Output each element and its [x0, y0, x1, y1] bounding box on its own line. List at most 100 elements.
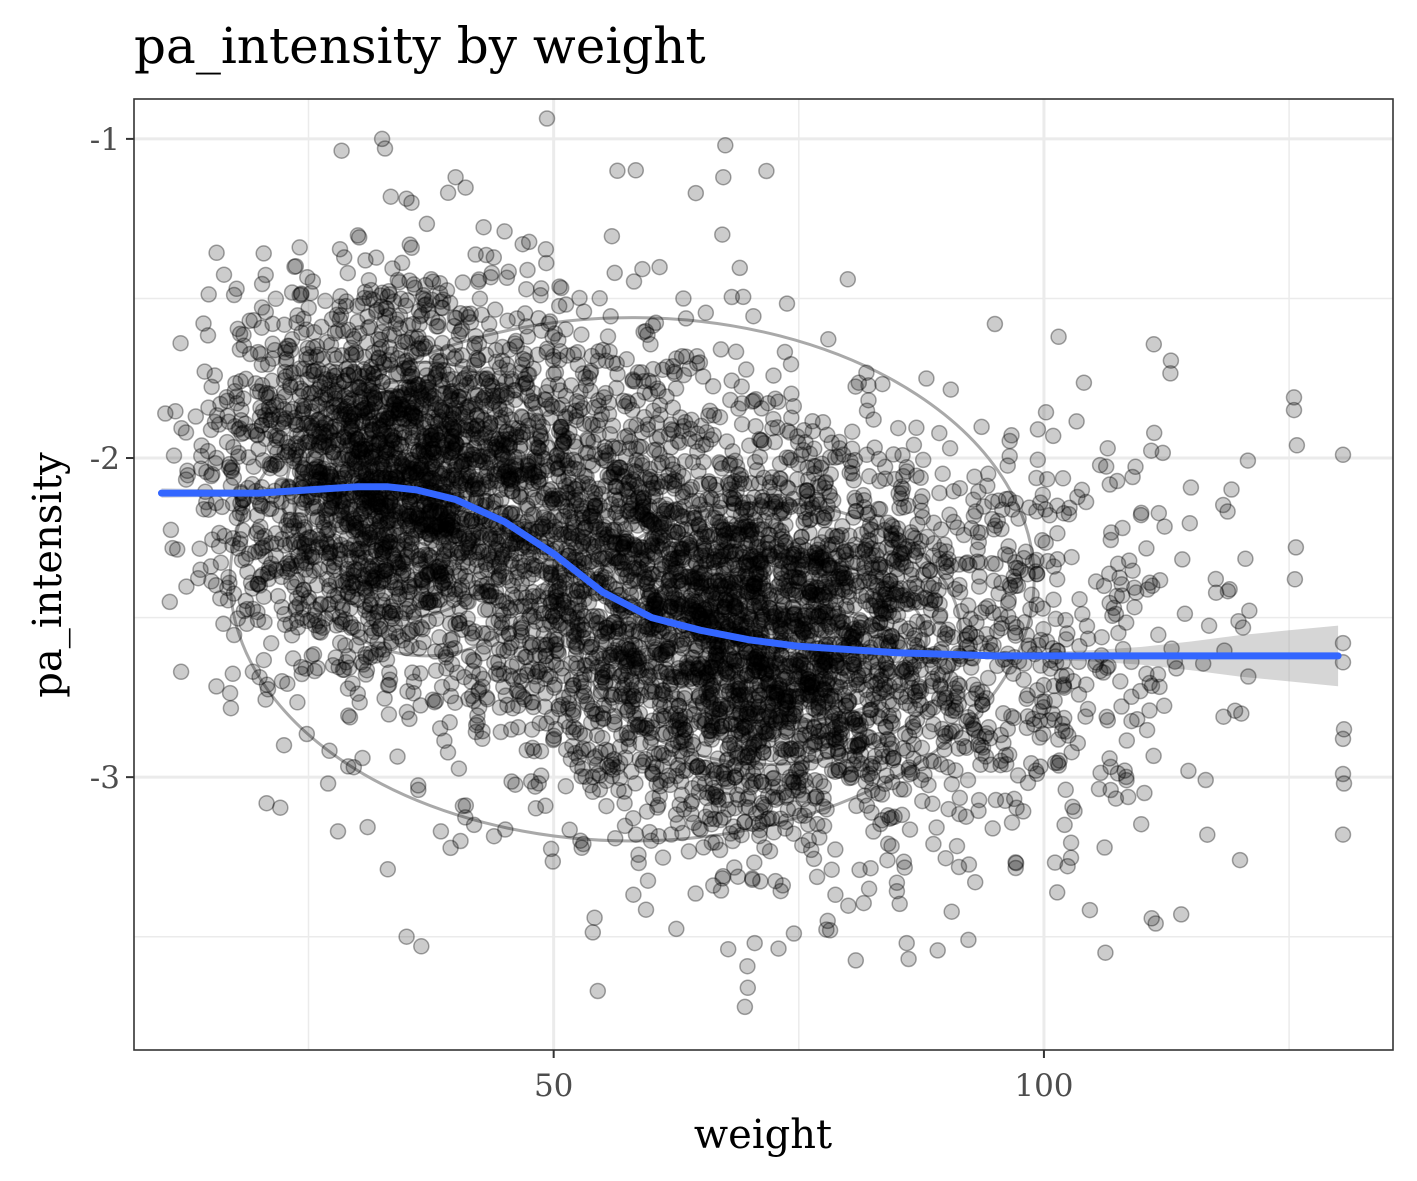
data-point — [402, 541, 419, 558]
data-point — [625, 886, 642, 903]
data-point — [282, 364, 299, 382]
data-point — [258, 794, 275, 812]
data-point — [414, 290, 432, 307]
data-point — [836, 687, 853, 704]
data-point — [391, 307, 409, 324]
data-point — [826, 449, 844, 466]
data-point — [198, 493, 215, 511]
data-point — [437, 521, 455, 538]
data-point — [375, 641, 393, 658]
data-point — [403, 239, 420, 256]
data-point — [255, 588, 273, 605]
data-point — [167, 403, 184, 420]
data-point — [329, 421, 346, 439]
data-point — [364, 375, 382, 392]
data-point — [550, 487, 567, 504]
data-point — [273, 672, 291, 690]
data-point — [931, 424, 948, 442]
data-point — [193, 447, 210, 465]
data-point — [380, 706, 398, 723]
data-point — [332, 536, 350, 553]
data-point — [378, 441, 396, 459]
data-point — [260, 500, 278, 518]
data-point — [815, 817, 833, 835]
data-point — [326, 390, 344, 407]
data-point — [431, 424, 449, 441]
data-point — [200, 399, 217, 416]
data-point — [418, 564, 435, 581]
data-point — [432, 505, 450, 522]
data-point — [246, 543, 264, 561]
data-point — [301, 349, 319, 366]
data-point — [252, 345, 269, 363]
data-point — [277, 368, 295, 385]
data-point — [960, 856, 978, 873]
data-point — [835, 569, 853, 586]
data-point — [260, 563, 278, 581]
data-point — [450, 388, 468, 405]
data-point — [192, 561, 209, 579]
data-point — [493, 562, 510, 580]
data-point — [292, 512, 309, 529]
data-point — [774, 877, 792, 894]
data-point — [560, 469, 577, 487]
data-point — [302, 434, 320, 451]
data-point — [200, 286, 217, 303]
data-point — [225, 286, 243, 304]
data-point — [299, 463, 316, 481]
data-point — [229, 448, 247, 466]
data-point — [498, 269, 516, 287]
data-point — [714, 867, 732, 885]
data-point — [380, 390, 398, 408]
data-point — [443, 511, 461, 529]
data-point — [231, 535, 249, 552]
data-point — [348, 637, 365, 654]
data-point — [208, 449, 225, 467]
data-point — [391, 559, 408, 577]
data-point — [402, 528, 420, 546]
data-point — [247, 525, 265, 542]
data-point — [752, 873, 769, 890]
data-point — [346, 430, 364, 447]
data-point — [518, 280, 535, 298]
data-point — [924, 795, 941, 813]
data-point — [382, 493, 399, 511]
data-point — [855, 894, 872, 912]
data-point — [467, 516, 484, 533]
data-point — [464, 662, 481, 680]
data-point — [384, 260, 401, 277]
data-point — [357, 449, 374, 466]
data-point — [383, 346, 400, 363]
data-point — [301, 362, 319, 380]
data-point — [470, 523, 488, 540]
data-point — [509, 449, 527, 466]
density-contour — [576, 501, 963, 766]
data-point — [447, 437, 464, 455]
data-point — [908, 711, 926, 728]
data-point — [293, 665, 311, 683]
density-contour — [292, 379, 521, 620]
data-point — [908, 419, 925, 437]
data-point — [409, 376, 426, 394]
data-point — [276, 605, 293, 623]
data-point — [396, 386, 413, 403]
data-point — [387, 390, 404, 408]
data-point — [235, 602, 253, 620]
data-point — [512, 620, 529, 638]
data-point — [310, 623, 328, 641]
data-point — [450, 615, 468, 632]
data-point — [905, 436, 923, 454]
data-point — [277, 410, 295, 427]
data-point — [461, 397, 479, 414]
data-point — [460, 455, 478, 473]
data-point — [179, 466, 197, 484]
data-point — [228, 509, 246, 527]
data-point — [336, 400, 353, 418]
data-point — [259, 681, 277, 698]
data-point — [394, 554, 412, 571]
data-point — [367, 542, 385, 559]
data-point — [359, 319, 377, 337]
data-point — [321, 545, 338, 563]
data-point — [486, 466, 503, 483]
